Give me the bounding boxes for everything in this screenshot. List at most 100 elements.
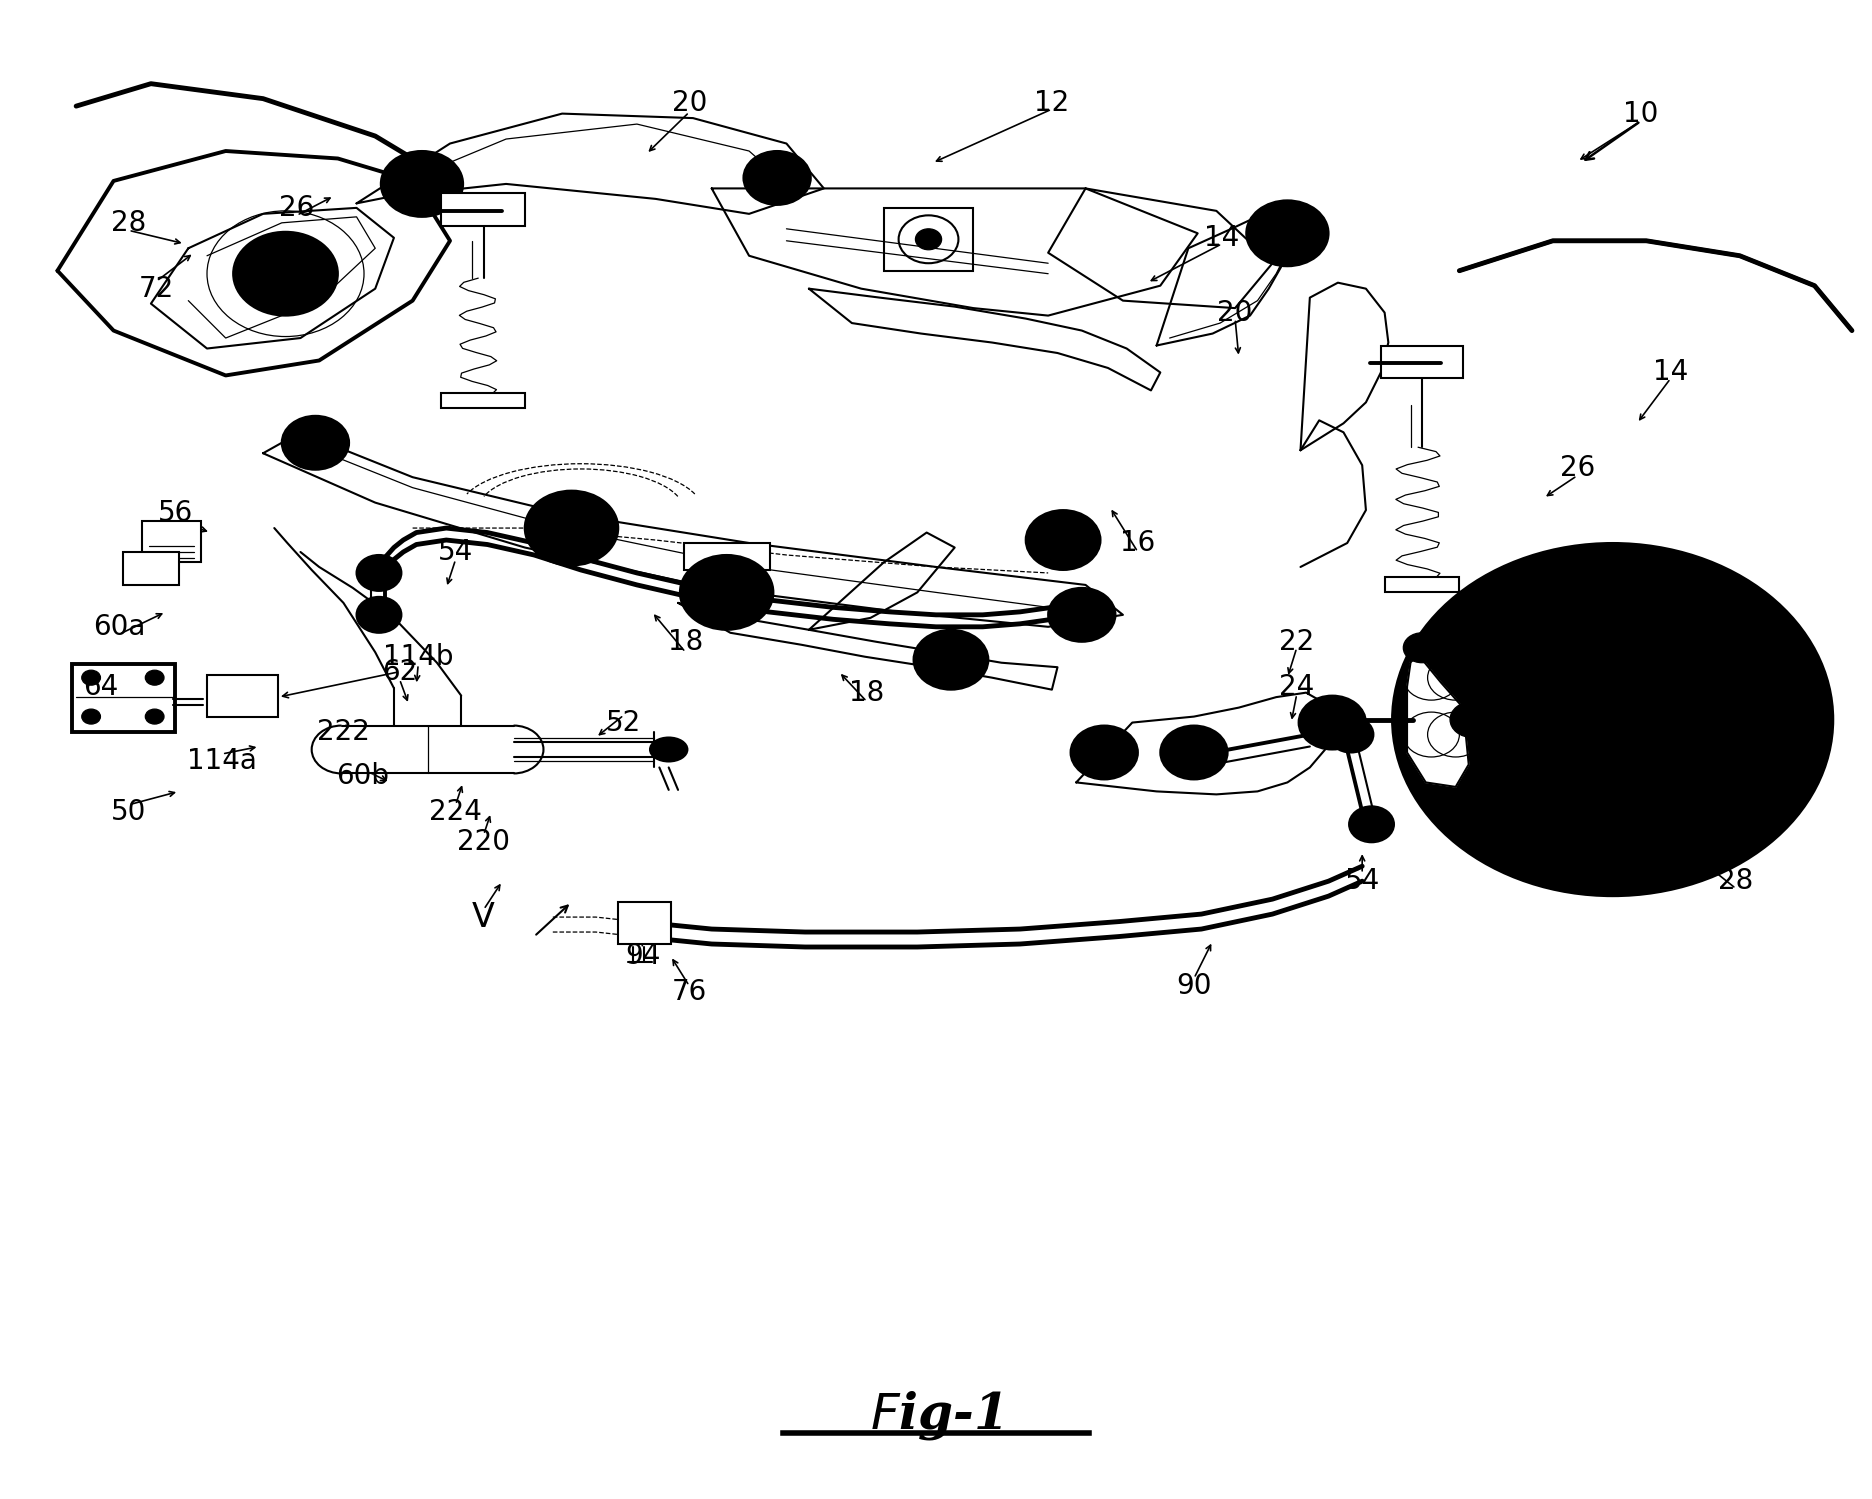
Polygon shape — [1301, 283, 1389, 450]
Bar — [124, 552, 180, 585]
Polygon shape — [1408, 648, 1470, 787]
Circle shape — [1578, 693, 1645, 747]
Text: V: V — [472, 901, 494, 934]
Polygon shape — [809, 289, 1161, 390]
Text: 54: 54 — [438, 538, 474, 567]
Text: 60b: 60b — [335, 763, 389, 790]
Text: 26: 26 — [1559, 454, 1595, 483]
Circle shape — [1565, 682, 1659, 757]
Polygon shape — [264, 432, 1123, 627]
Text: 16: 16 — [1119, 529, 1155, 558]
Circle shape — [1071, 726, 1138, 779]
Bar — [73, 664, 176, 732]
Circle shape — [380, 151, 462, 217]
Circle shape — [356, 597, 401, 633]
Circle shape — [1048, 588, 1116, 642]
Text: 94: 94 — [625, 941, 661, 970]
Circle shape — [1451, 702, 1496, 738]
Text: 14: 14 — [1653, 358, 1689, 387]
Text: 222: 222 — [316, 718, 371, 745]
Circle shape — [234, 232, 337, 316]
Circle shape — [1704, 767, 1748, 803]
Circle shape — [240, 267, 258, 282]
Polygon shape — [1301, 420, 1367, 567]
Ellipse shape — [650, 738, 687, 761]
Bar — [1385, 577, 1460, 592]
Text: 20: 20 — [1217, 298, 1252, 327]
Polygon shape — [1076, 693, 1338, 794]
Circle shape — [1299, 696, 1367, 750]
Circle shape — [1546, 808, 1591, 844]
Circle shape — [680, 555, 773, 630]
Text: 28: 28 — [1718, 866, 1754, 895]
Polygon shape — [152, 208, 393, 348]
Text: 54: 54 — [1344, 866, 1380, 895]
Circle shape — [277, 297, 296, 312]
Text: 22: 22 — [1279, 628, 1314, 655]
Text: 62: 62 — [382, 658, 417, 685]
Polygon shape — [1460, 241, 1851, 331]
Circle shape — [914, 630, 988, 690]
Text: 20: 20 — [672, 88, 708, 117]
Text: $\mathit{F}$ig-1: $\mathit{F}$ig-1 — [870, 1388, 1002, 1442]
Text: 114b: 114b — [384, 643, 453, 670]
Circle shape — [1161, 726, 1228, 779]
Circle shape — [1026, 510, 1101, 570]
Bar — [884, 208, 973, 271]
Circle shape — [146, 670, 165, 685]
Circle shape — [1247, 201, 1329, 267]
Bar — [440, 393, 524, 408]
Circle shape — [356, 555, 401, 591]
Text: 18: 18 — [850, 679, 884, 706]
Bar — [618, 902, 670, 944]
Text: 14: 14 — [1204, 223, 1239, 252]
Polygon shape — [678, 603, 1058, 690]
Circle shape — [1546, 595, 1591, 631]
Text: 72: 72 — [139, 274, 174, 303]
Polygon shape — [356, 114, 824, 214]
Polygon shape — [341, 726, 513, 773]
Text: 50: 50 — [110, 799, 146, 826]
Polygon shape — [1048, 189, 1273, 309]
Text: 90: 90 — [1176, 971, 1211, 1000]
Text: 26: 26 — [279, 193, 314, 222]
Bar — [1382, 346, 1464, 378]
Circle shape — [762, 166, 792, 190]
Circle shape — [277, 237, 296, 252]
Circle shape — [1704, 636, 1748, 672]
Circle shape — [1441, 633, 1479, 663]
Bar — [440, 193, 524, 226]
Bar — [683, 543, 769, 570]
Circle shape — [146, 709, 165, 724]
Bar — [208, 675, 279, 717]
Text: 28: 28 — [110, 208, 146, 237]
Circle shape — [82, 670, 101, 685]
Polygon shape — [809, 532, 955, 630]
Text: 10: 10 — [1623, 99, 1659, 127]
Circle shape — [743, 151, 811, 205]
Text: 24: 24 — [1279, 673, 1314, 700]
Circle shape — [1329, 717, 1374, 752]
Circle shape — [1404, 633, 1441, 663]
Text: 56: 56 — [1447, 628, 1483, 655]
Circle shape — [82, 709, 101, 724]
Circle shape — [1393, 543, 1833, 896]
Text: 56: 56 — [157, 499, 193, 528]
Circle shape — [915, 229, 942, 250]
Circle shape — [283, 415, 348, 469]
Circle shape — [1350, 806, 1395, 842]
Text: 64: 64 — [82, 673, 118, 700]
Circle shape — [313, 267, 331, 282]
Text: 114a: 114a — [187, 748, 256, 775]
Text: 76: 76 — [672, 977, 708, 1006]
Polygon shape — [58, 151, 449, 375]
Text: 60a: 60a — [94, 613, 146, 640]
Text: 220: 220 — [457, 829, 511, 856]
Text: 224: 224 — [429, 799, 483, 826]
Bar — [142, 520, 202, 562]
Text: 52: 52 — [607, 709, 642, 736]
Polygon shape — [1157, 208, 1301, 346]
Text: 18: 18 — [668, 628, 704, 655]
Polygon shape — [711, 189, 1198, 316]
Text: 12: 12 — [1033, 88, 1069, 117]
